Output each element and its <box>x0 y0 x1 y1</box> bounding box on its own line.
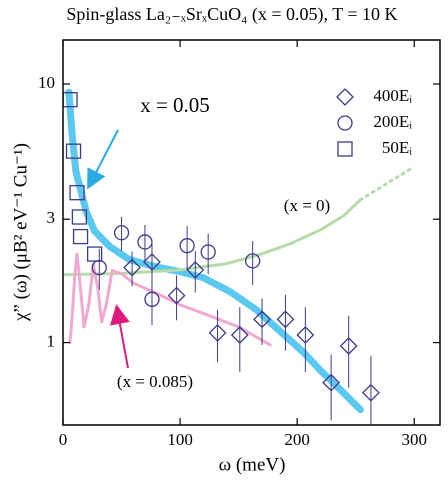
diamond-marker <box>253 310 271 329</box>
square-marker <box>86 246 103 262</box>
diamond-marker <box>143 253 161 271</box>
square-marker <box>69 185 85 201</box>
legend-label: 50Eᵢ <box>382 138 412 157</box>
y-tick-label: 10 <box>38 73 55 92</box>
curve-label: (x = 0) <box>284 196 330 215</box>
diamond-marker <box>230 326 249 344</box>
diamond-marker <box>167 286 186 305</box>
y-axis-label: χ” (ω) (μB² eV⁻¹ Cu⁻¹) <box>10 143 31 322</box>
circle-marker <box>137 234 153 250</box>
square-marker <box>65 143 82 159</box>
diamond-marker <box>123 258 141 277</box>
plot-area <box>63 88 413 425</box>
circle-marker <box>144 291 160 307</box>
curve <box>63 198 362 277</box>
x-axis-label: ω (meV) <box>219 454 286 475</box>
circle-marker <box>337 115 353 131</box>
curve-label: x = 0.05 <box>140 93 210 117</box>
y-tick-label: 3 <box>47 208 56 227</box>
diamond-marker <box>362 383 380 402</box>
diamond-marker <box>336 88 354 106</box>
x-tick-label: 200 <box>284 430 310 449</box>
square-marker <box>337 141 353 157</box>
legend-label: 400Eᵢ <box>373 86 412 105</box>
legend-label: 200Eᵢ <box>373 112 412 131</box>
diamond-marker <box>276 310 295 329</box>
diamond-marker <box>322 373 341 392</box>
square-marker <box>71 209 88 225</box>
curve-label: (x = 0.085) <box>117 372 193 391</box>
chart-title: Spin-glass La₂₋ₓSrₓCuO₄ (x = 0.05), T = … <box>66 4 397 25</box>
circle-marker <box>245 253 261 269</box>
y-tick-label: 1 <box>47 331 56 350</box>
diamond-marker <box>339 337 358 355</box>
annotation-arrow <box>87 129 119 190</box>
x-tick-label: 300 <box>401 430 427 449</box>
diamond-marker <box>208 323 227 342</box>
x-tick-label: 100 <box>167 430 193 449</box>
x-tick-label: 0 <box>59 430 68 449</box>
diamond-marker <box>296 326 315 344</box>
circle-marker <box>179 238 195 254</box>
circle-marker <box>200 244 216 260</box>
diamond-marker <box>186 260 205 279</box>
circle-marker <box>113 225 130 241</box>
plot-frame <box>62 39 441 426</box>
curve <box>68 252 272 347</box>
annotation-arrow <box>110 304 130 369</box>
curve <box>358 167 413 202</box>
square-marker <box>72 228 89 245</box>
